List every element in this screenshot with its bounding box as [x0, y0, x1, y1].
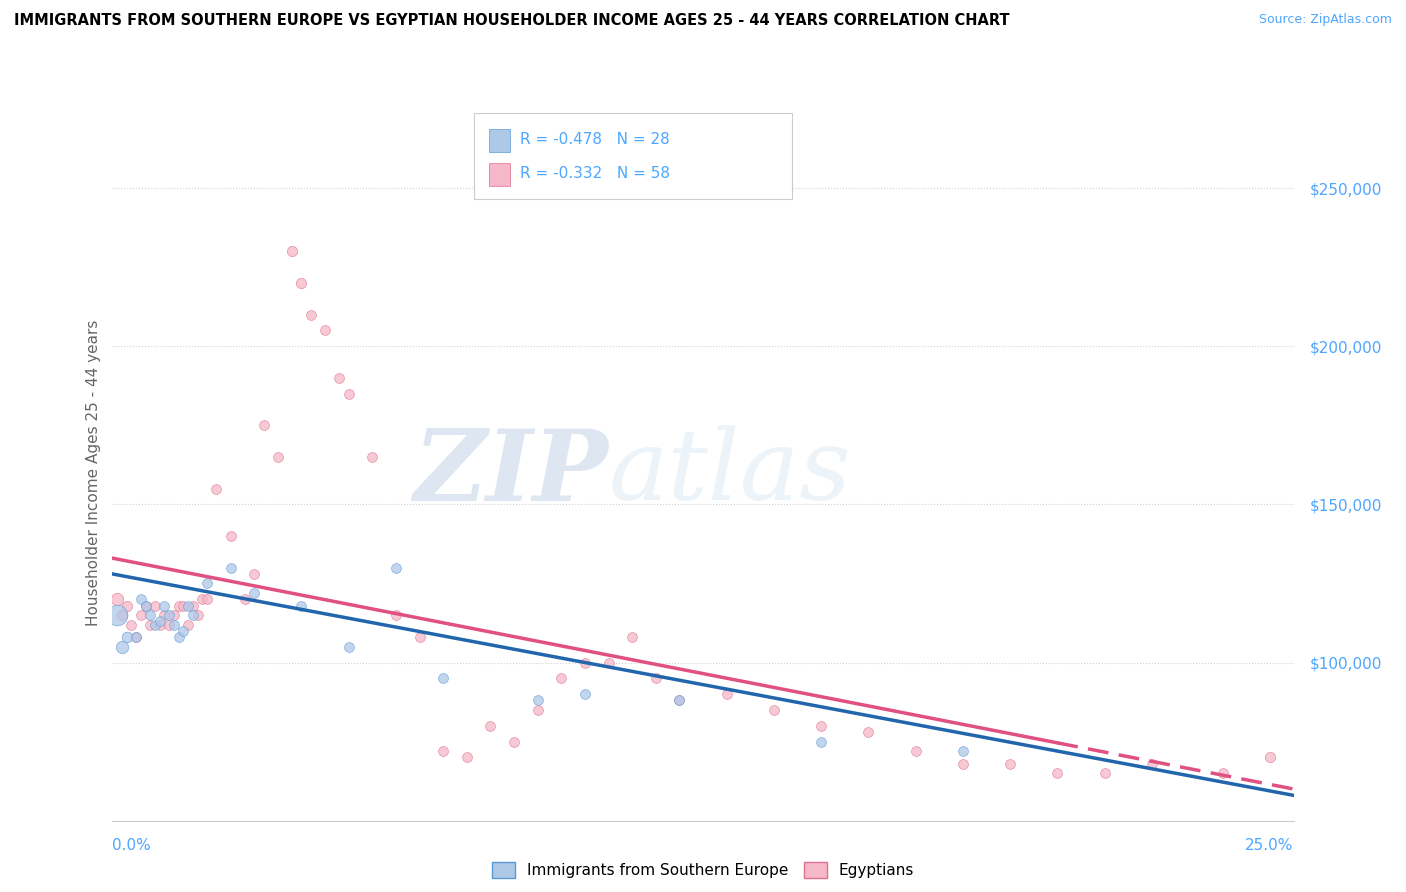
Text: 25.0%: 25.0% — [1246, 838, 1294, 854]
Point — [810, 734, 832, 748]
Point — [135, 599, 157, 613]
Point — [361, 450, 384, 464]
Point — [385, 608, 408, 623]
Point — [111, 640, 134, 654]
Point — [385, 560, 408, 574]
Point — [153, 599, 176, 613]
Point — [233, 592, 256, 607]
Point — [267, 450, 290, 464]
Text: IMMIGRANTS FROM SOUTHERN EUROPE VS EGYPTIAN HOUSEHOLDER INCOME AGES 25 - 44 YEAR: IMMIGRANTS FROM SOUTHERN EUROPE VS EGYPT… — [14, 13, 1010, 29]
Point — [290, 599, 312, 613]
Point — [526, 703, 548, 717]
Point — [1046, 766, 1069, 780]
Point — [253, 418, 276, 433]
Point — [177, 599, 200, 613]
Point — [1258, 750, 1281, 764]
Point — [149, 617, 172, 632]
Point — [172, 624, 194, 638]
Point — [135, 599, 157, 613]
Point — [503, 734, 526, 748]
Point — [195, 576, 218, 591]
Point — [337, 640, 360, 654]
Point — [157, 617, 180, 632]
Point — [762, 703, 785, 717]
Point — [621, 630, 644, 644]
Point — [328, 371, 350, 385]
Point — [1212, 766, 1234, 780]
Point — [167, 630, 190, 644]
Text: R = -0.332   N = 58: R = -0.332 N = 58 — [520, 166, 671, 180]
Point — [644, 671, 666, 685]
Point — [219, 560, 242, 574]
Point — [337, 386, 360, 401]
Point — [149, 615, 172, 629]
Point — [172, 599, 194, 613]
Text: atlas: atlas — [609, 425, 851, 520]
Point — [432, 744, 454, 758]
Point — [129, 608, 152, 623]
Y-axis label: Householder Income Ages 25 - 44 years: Householder Income Ages 25 - 44 years — [86, 319, 101, 626]
Point — [186, 608, 208, 623]
Point — [125, 630, 148, 644]
Point — [810, 719, 832, 733]
Point — [139, 617, 162, 632]
Point — [115, 599, 138, 613]
Point — [668, 693, 690, 707]
Point — [550, 671, 572, 685]
Point — [574, 656, 596, 670]
Legend: Immigrants from Southern Europe, Egyptians: Immigrants from Southern Europe, Egyptia… — [485, 856, 921, 884]
Point — [952, 744, 974, 758]
Point — [598, 656, 620, 670]
Point — [858, 725, 880, 739]
Point — [191, 592, 214, 607]
Point — [105, 592, 128, 607]
Point — [181, 599, 204, 613]
Text: 0.0%: 0.0% — [112, 838, 152, 854]
Point — [163, 608, 186, 623]
Point — [177, 617, 200, 632]
Point — [526, 693, 548, 707]
Point — [668, 693, 690, 707]
Point — [1094, 766, 1116, 780]
Point — [1140, 756, 1163, 771]
Point — [105, 608, 128, 623]
Point — [290, 276, 312, 290]
Point — [111, 608, 134, 623]
Point — [479, 719, 502, 733]
Point — [157, 608, 180, 623]
Text: ZIP: ZIP — [413, 425, 609, 521]
Point — [281, 244, 304, 259]
Point — [167, 599, 190, 613]
Point — [952, 756, 974, 771]
Text: Source: ZipAtlas.com: Source: ZipAtlas.com — [1258, 13, 1392, 27]
Point — [904, 744, 927, 758]
Point — [163, 617, 186, 632]
Point — [129, 592, 152, 607]
Text: R = -0.478   N = 28: R = -0.478 N = 28 — [520, 132, 671, 146]
Point — [314, 323, 336, 337]
Point — [143, 599, 166, 613]
Point — [408, 630, 430, 644]
Point — [143, 617, 166, 632]
Point — [181, 608, 204, 623]
Point — [153, 608, 176, 623]
Point — [195, 592, 218, 607]
Point — [205, 482, 228, 496]
Point — [456, 750, 478, 764]
Point — [432, 671, 454, 685]
Point — [125, 630, 148, 644]
Point — [115, 630, 138, 644]
Point — [574, 687, 596, 701]
Point — [299, 308, 322, 322]
Point — [139, 608, 162, 623]
Point — [243, 566, 266, 581]
Point — [998, 756, 1021, 771]
Point — [243, 586, 266, 600]
Point — [120, 617, 142, 632]
Point — [716, 687, 738, 701]
Point — [219, 529, 242, 543]
